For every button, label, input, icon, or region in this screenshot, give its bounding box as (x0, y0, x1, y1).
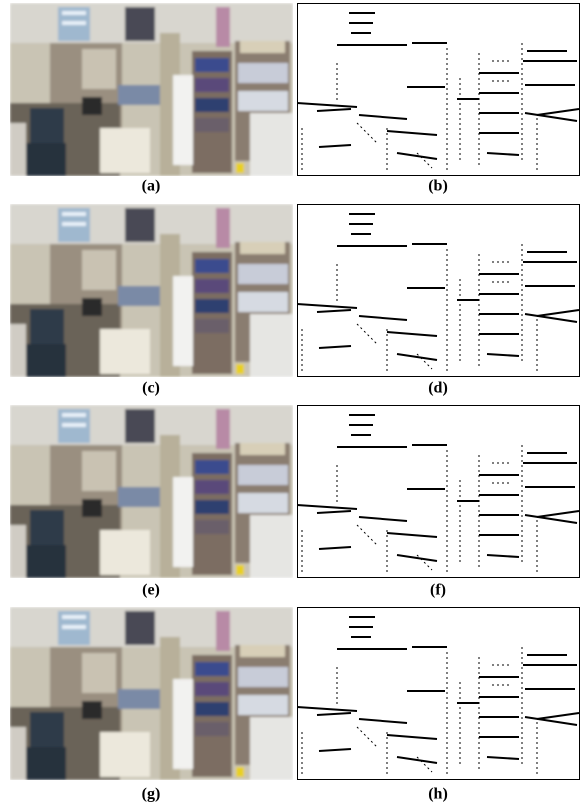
panel-label: (a) (142, 178, 161, 195)
panel-label: (h) (428, 786, 448, 803)
edge-map (297, 608, 580, 780)
panel-label: (b) (428, 178, 448, 195)
panel-label: (f) (430, 582, 446, 599)
photo (10, 3, 293, 176)
photo (10, 204, 293, 377)
edge-map (297, 406, 580, 578)
figure: (a) (b) (c) (d) (e) (f) (g) (h) (0, 0, 584, 807)
edge-map (297, 4, 580, 176)
panel-label: (g) (142, 786, 161, 803)
panel-label: (e) (142, 582, 160, 599)
photo (10, 607, 293, 780)
photo (10, 405, 293, 578)
edge-map (297, 205, 580, 377)
panel-label: (d) (428, 380, 448, 397)
panel-label: (c) (142, 380, 160, 397)
